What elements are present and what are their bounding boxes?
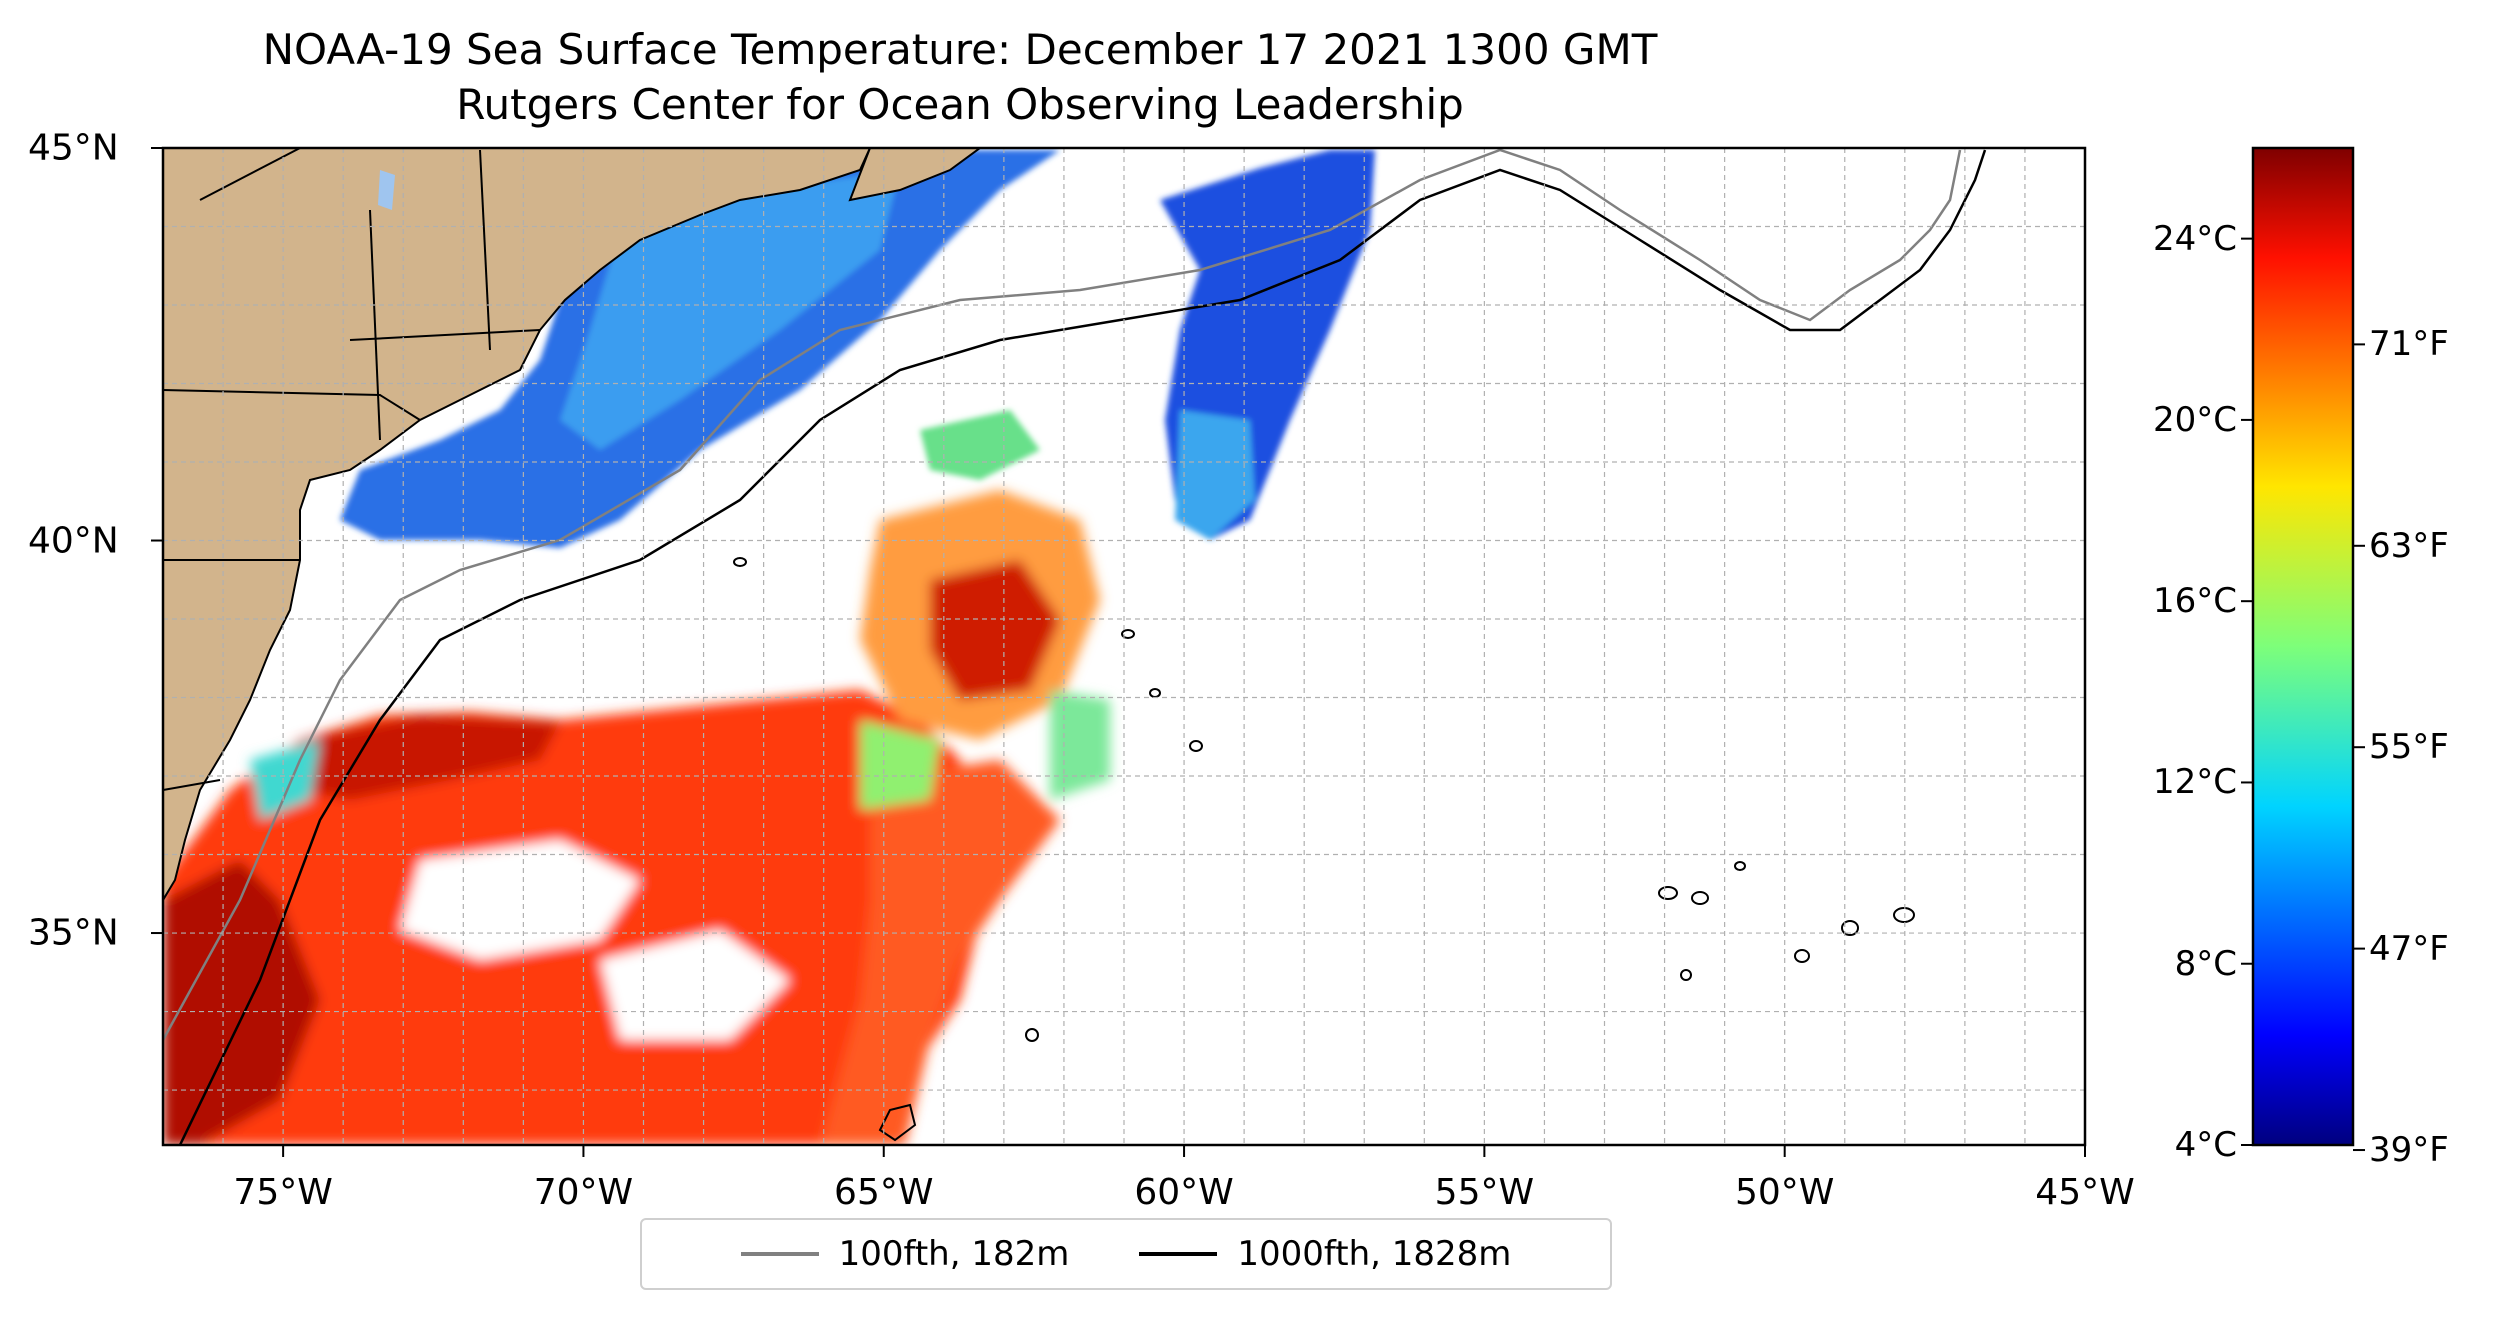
colorbar-celsius-label: 24°C xyxy=(2152,218,2237,259)
colorbar-celsius-label: 4°C xyxy=(2174,1125,2237,1165)
lon-tick-label: 45°W xyxy=(2035,1172,2135,1213)
seamount-contours xyxy=(733,557,1915,1142)
lat-tick-label: 40°N xyxy=(28,520,119,562)
colorbar-fahrenheit-label: 71°F xyxy=(2369,324,2449,365)
nova-scotia-land xyxy=(848,148,982,202)
colorbar-celsius-label: 12°C xyxy=(2152,762,2237,803)
colorbar-fahrenheit-label: 63°F xyxy=(2369,525,2449,566)
state-borders xyxy=(163,148,541,791)
lon-tick-label: 65°W xyxy=(834,1172,934,1213)
lon-tick-label: 75°W xyxy=(233,1172,333,1213)
great-lake xyxy=(378,170,395,210)
colorbar-celsius-label: 20°C xyxy=(2152,399,2237,440)
map-subtitle: Rutgers Center for Ocean Observing Leade… xyxy=(456,80,1464,129)
contour-100fth xyxy=(163,148,1962,1041)
north-america-land xyxy=(163,148,872,902)
sst-cold-shelf-layer xyxy=(165,150,1375,548)
contour-legend: 100fth, 182m 1000fth, 1828m xyxy=(640,1218,1612,1290)
legend-swatch-1000fth xyxy=(1139,1252,1218,1256)
map-frame xyxy=(161,146,2087,1147)
colorbar-celsius-label: 16°C xyxy=(2152,581,2237,622)
lon-tick-label: 55°W xyxy=(1434,1172,1535,1213)
map-title: NOAA-19 Sea Surface Temperature: Decembe… xyxy=(262,25,1658,74)
lat-tick-label: 45°N xyxy=(28,127,119,169)
map-tick-marks xyxy=(151,147,2086,1157)
legend-label-1000fth: 1000fth, 1828m xyxy=(1237,1234,1512,1274)
sst-warm-layer xyxy=(163,490,1110,1145)
lon-tick-label: 60°W xyxy=(1134,1172,1234,1213)
lon-tick-label: 50°W xyxy=(1734,1172,1835,1213)
map-gridlines xyxy=(162,147,2086,1145)
colorbar-fahrenheit-label: 55°F xyxy=(2369,727,2449,768)
lon-tick-label: 70°W xyxy=(533,1172,634,1213)
legend-entry-1000fth: 1000fth, 1828m xyxy=(1139,1234,1511,1274)
lat-tick-label: 35°N xyxy=(28,912,119,954)
colorbar-fahrenheit-label: 39°F xyxy=(2369,1130,2449,1171)
colorbar xyxy=(2251,146,2355,1147)
legend-label-100fth: 100fth, 182m xyxy=(838,1234,1070,1274)
land-layer xyxy=(163,148,982,902)
legend-swatch-100fth xyxy=(740,1252,819,1256)
colorbar-tick-marks xyxy=(2241,237,2365,1152)
colorbar-celsius-label: 8°C xyxy=(2174,943,2237,984)
colorbar-fahrenheit-label: 47°F xyxy=(2369,928,2449,969)
legend-entry-100fth: 100fth, 182m xyxy=(740,1234,1070,1274)
